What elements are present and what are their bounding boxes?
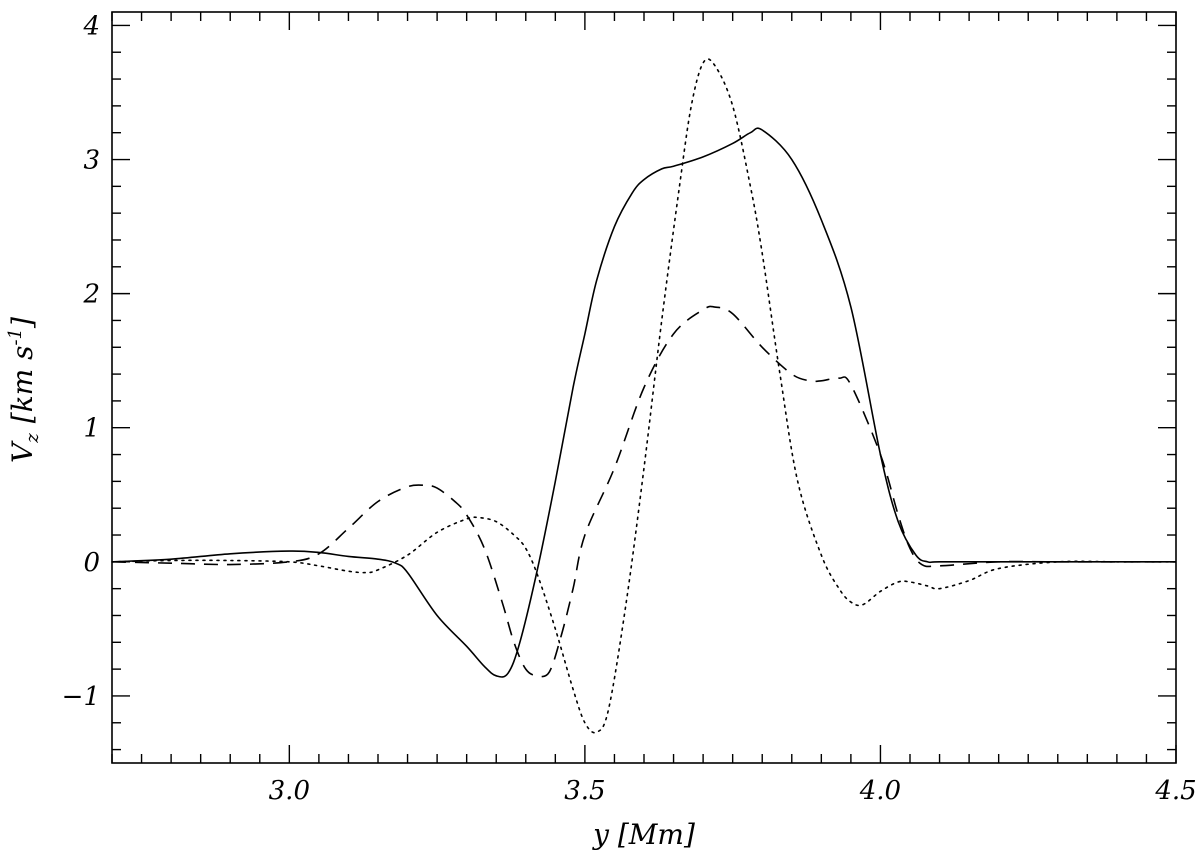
y-axis-title-symbol: V [6, 440, 39, 463]
series-layer [111, 58, 1177, 734]
x-tick-label: 3.5 [564, 776, 605, 806]
y-tick-label: 2 [82, 280, 100, 310]
x-tick-label: 4.0 [859, 776, 901, 806]
y-tick-label: 3 [83, 146, 100, 176]
y-axis-title-open: [km s [6, 346, 39, 424]
axis-ticks [111, 12, 1177, 763]
y-tick-label: 0 [83, 548, 100, 578]
y-axis-title-sup: -1 [5, 328, 26, 346]
y-axis-title: Vz [km s-1] [5, 317, 43, 463]
x-tick-label: 4.5 [1154, 776, 1196, 806]
series-dotted-line [111, 58, 1177, 734]
series-dashed-line [111, 305, 1176, 678]
tick-labels: 3.0 3.5 4.0 4.5 −1 0 1 2 3 4 [62, 11, 1197, 806]
y-tick-label: 1 [83, 414, 100, 444]
y-axis-title-sub: z [22, 433, 43, 444]
x-tick-label: 3.0 [269, 776, 310, 806]
series-solid-line [111, 127, 1176, 678]
y-tick-label: −1 [62, 682, 100, 712]
y-axis-title-close: ] [6, 317, 39, 329]
x-axis-title: y [Mm] [591, 818, 695, 851]
y-tick-label: 4 [82, 11, 100, 41]
